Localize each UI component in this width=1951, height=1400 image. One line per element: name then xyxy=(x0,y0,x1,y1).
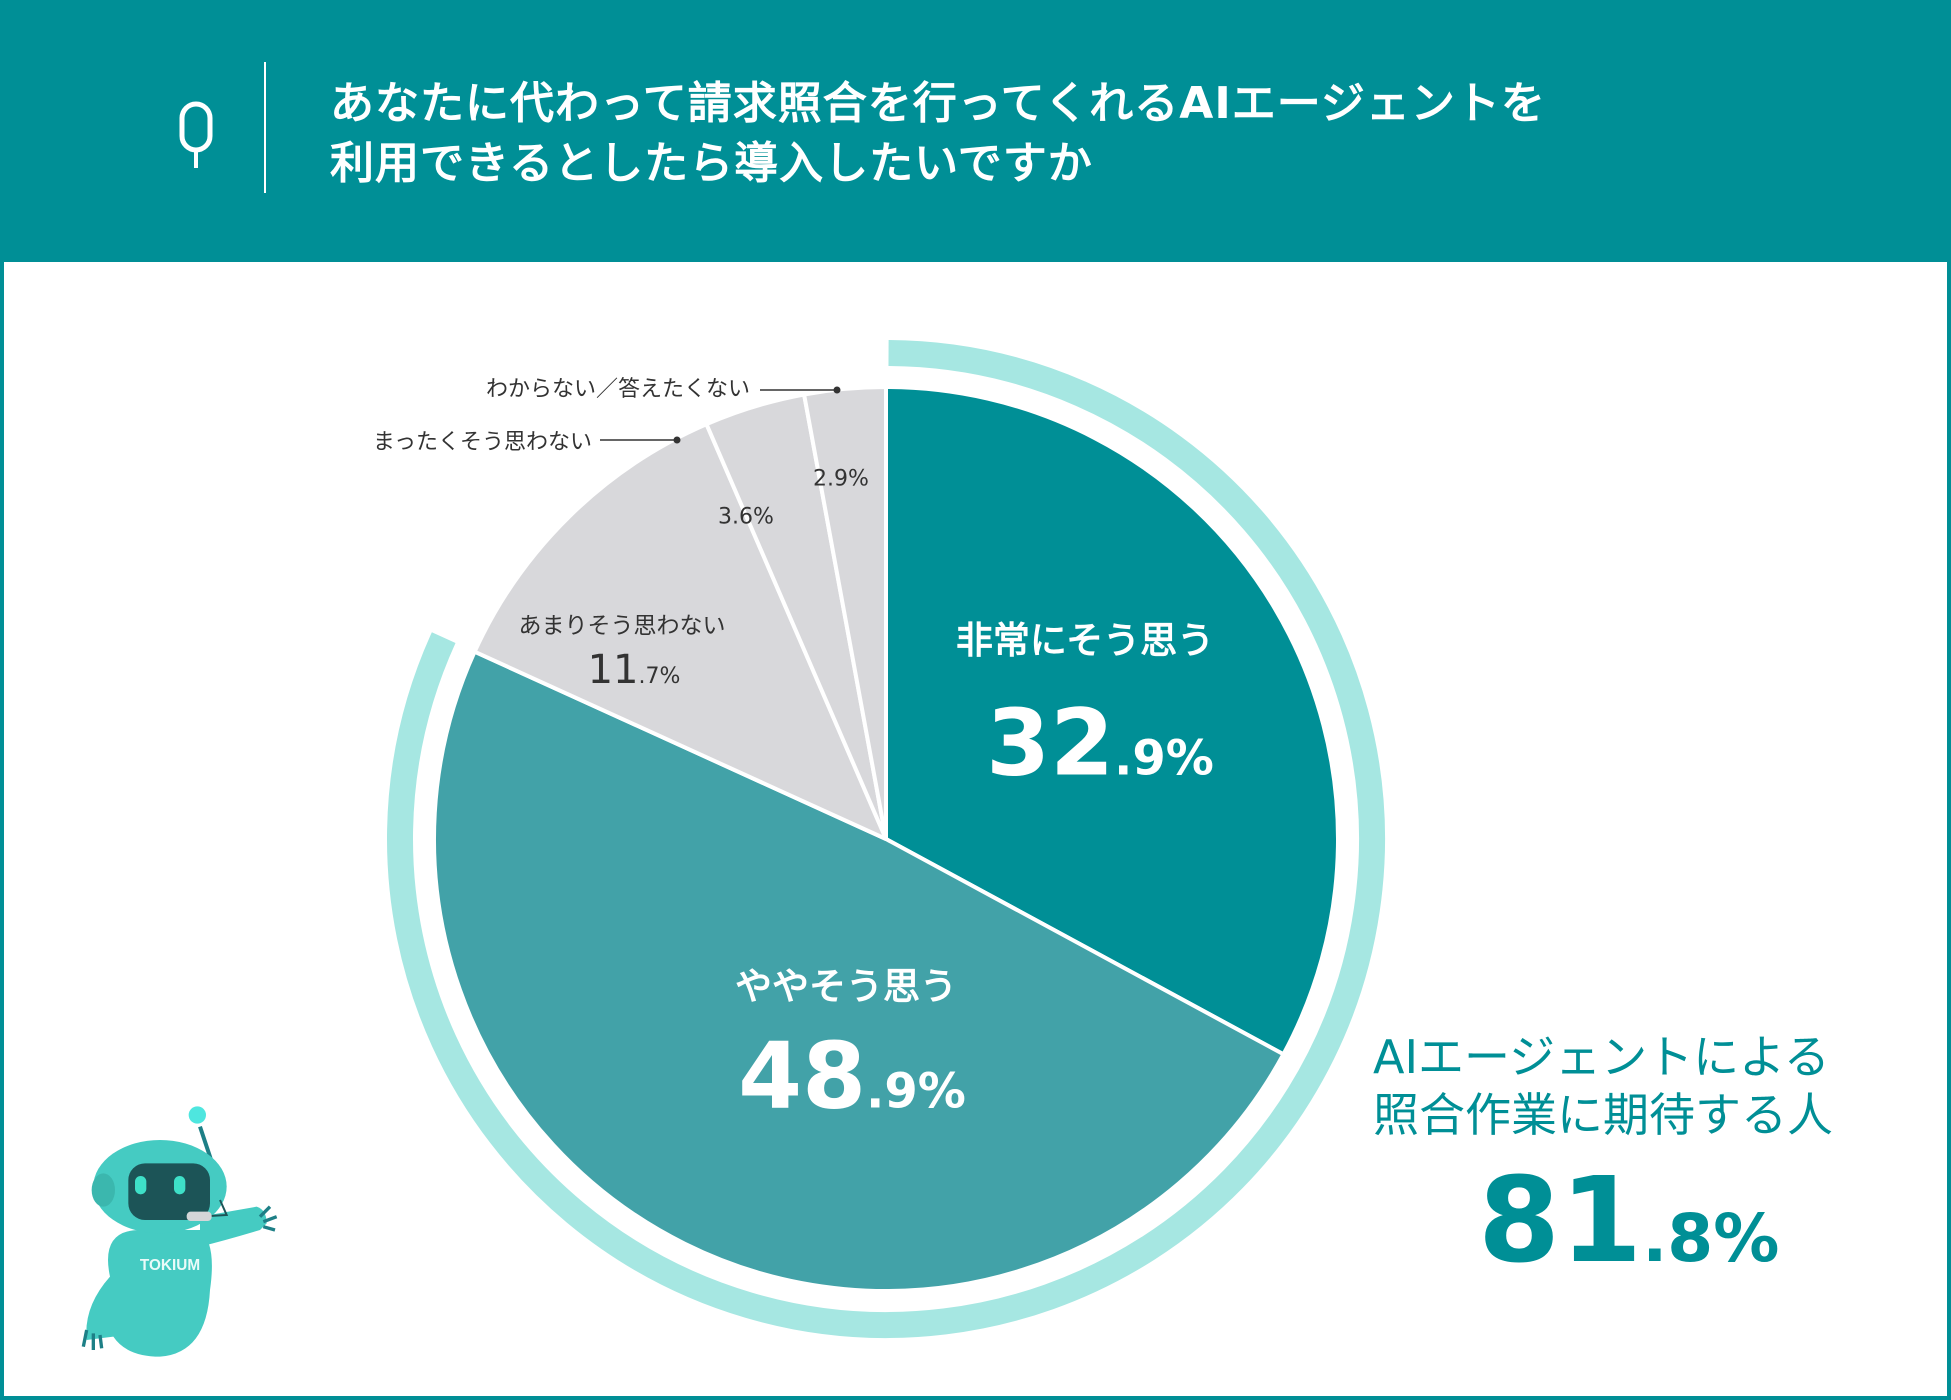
title-line-2: 利用できるとしたら導入したいですか xyxy=(330,138,1093,189)
q-icon xyxy=(179,101,213,168)
callout-label-4: わからない／答えたくない xyxy=(485,377,750,402)
title-line-1: あなたに代わって請求照合を行ってくれるAIエージェントを xyxy=(330,78,1546,129)
divider xyxy=(264,62,266,193)
pie-slice-4 xyxy=(802,385,888,841)
summary-text: AIエージェントによる 照合作業に期待する人 xyxy=(1373,1028,1833,1144)
slice-label-1: ややそう思う xyxy=(735,965,957,1008)
callout-line-4-dot xyxy=(833,386,841,394)
robot-logo-text: TOKIUM xyxy=(140,1257,200,1274)
summary-line-2: 照合作業に期待する人 xyxy=(1373,1088,1833,1142)
slice-value-2: 11.7% xyxy=(587,647,681,693)
page-title: あなたに代わって請求照合を行ってくれるAIエージェントを 利用できるとしたら導入… xyxy=(330,74,1546,194)
slice-value-0: 32.9% xyxy=(986,689,1214,797)
callout-line-3-dot xyxy=(673,436,681,444)
header: あなたに代わって請求照合を行ってくれるAIエージェントを 利用できるとしたら導入… xyxy=(0,0,1951,262)
robot-mascot: TOKIUM xyxy=(81,1106,278,1357)
highlight-ring xyxy=(387,340,1385,1338)
slice-label-2: あまりそう思わない xyxy=(518,613,726,639)
callout-label-3: まったくそう思わない xyxy=(372,430,592,455)
antenna-icon xyxy=(188,1106,206,1124)
summary-value: 81.8% xyxy=(1478,1151,1780,1289)
slice-value-1: 48.9% xyxy=(738,1022,966,1130)
slice-label-0: 非常にそう思う xyxy=(955,619,1215,662)
pie-slice-0 xyxy=(884,385,1340,1057)
slice-value-3: 3.6% xyxy=(718,504,774,530)
summary-line-1: AIエージェントによる xyxy=(1373,1030,1830,1084)
slice-value-4: 2.9% xyxy=(813,466,869,492)
pie-slice-1 xyxy=(432,649,1286,1293)
